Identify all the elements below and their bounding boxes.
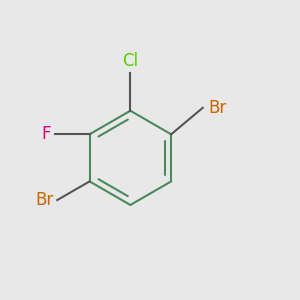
Text: Br: Br [35, 191, 53, 209]
Text: Br: Br [208, 99, 227, 117]
Text: Cl: Cl [122, 52, 138, 70]
Text: F: F [42, 125, 51, 143]
